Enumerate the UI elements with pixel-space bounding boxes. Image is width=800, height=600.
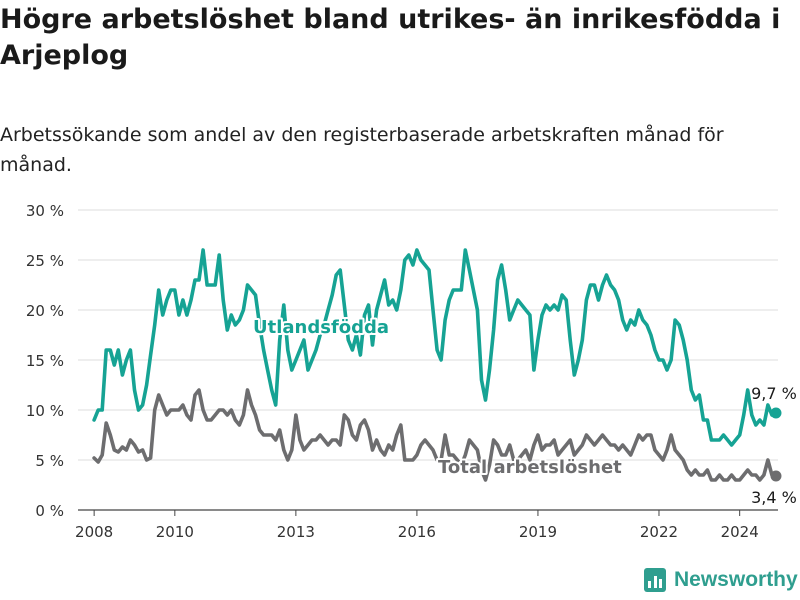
y-tick-label: 30 % xyxy=(26,202,64,220)
series-line-1 xyxy=(92,388,778,482)
series-name-utlandsfodda: Utlandsfödda xyxy=(253,317,389,338)
end-value-total: 3,4 % xyxy=(751,488,797,507)
x-tick-label: 2008 xyxy=(75,523,113,541)
chart-title: Högre arbetslöshet bland utrikes- än inr… xyxy=(0,4,781,71)
grid-lines xyxy=(78,209,778,511)
series-line-0 xyxy=(92,248,778,447)
series-end-dot-0 xyxy=(770,407,782,419)
x-tick-label: 2019 xyxy=(519,523,557,541)
x-tick-label: 2024 xyxy=(721,523,759,541)
chart-subtitle: Arbetssökande som andel av den registerb… xyxy=(0,124,724,176)
x-tick-label: 2022 xyxy=(640,523,678,541)
series-lines xyxy=(92,248,782,482)
brand-name: Newsworthy xyxy=(674,568,798,591)
y-tick-label: 25 % xyxy=(26,252,64,270)
newsworthy-brand: Newsworthy xyxy=(644,568,798,592)
x-tick-label: 2010 xyxy=(156,523,194,541)
y-tick-label: 10 % xyxy=(26,402,64,420)
y-tick-label: 0 % xyxy=(35,502,64,520)
y-axis: 0 % 5 % 10 % 15 % 20 % 25 % 30 % xyxy=(26,202,64,520)
x-axis: 2008 2010 2013 2016 2019 2022 2024 xyxy=(75,510,759,541)
series-labels: Utlandsfödda Total arbetslöshet 9,7 % 3,4 % xyxy=(251,315,799,509)
y-tick-label: 20 % xyxy=(26,302,64,320)
end-value-utlandsfodda: 9,7 % xyxy=(751,384,797,403)
x-tick-label: 2013 xyxy=(277,523,315,541)
series-name-total: Total arbetslöshet xyxy=(438,457,622,478)
y-tick-label: 5 % xyxy=(35,452,64,470)
series-end-dot-1 xyxy=(770,470,782,482)
x-tick-label: 2016 xyxy=(398,523,436,541)
bar-chart-logo-icon xyxy=(644,568,666,592)
y-tick-label: 15 % xyxy=(26,352,64,370)
